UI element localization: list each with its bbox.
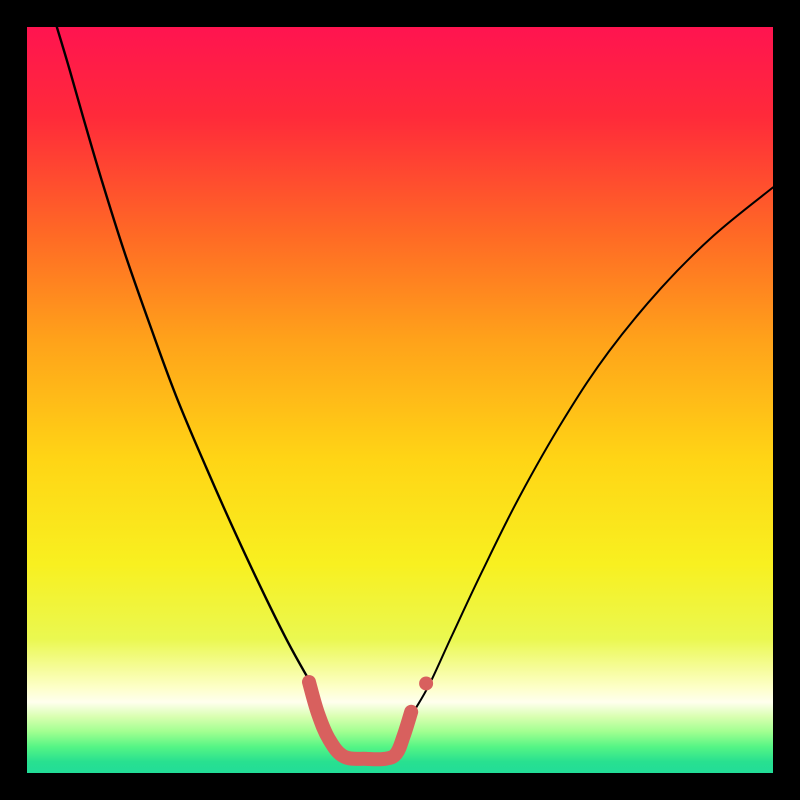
chart-svg	[0, 0, 800, 800]
plot-background	[27, 27, 773, 773]
bottleneck-dot	[419, 676, 433, 690]
bottleneck-chart: TheBottleneck.com	[0, 0, 800, 800]
